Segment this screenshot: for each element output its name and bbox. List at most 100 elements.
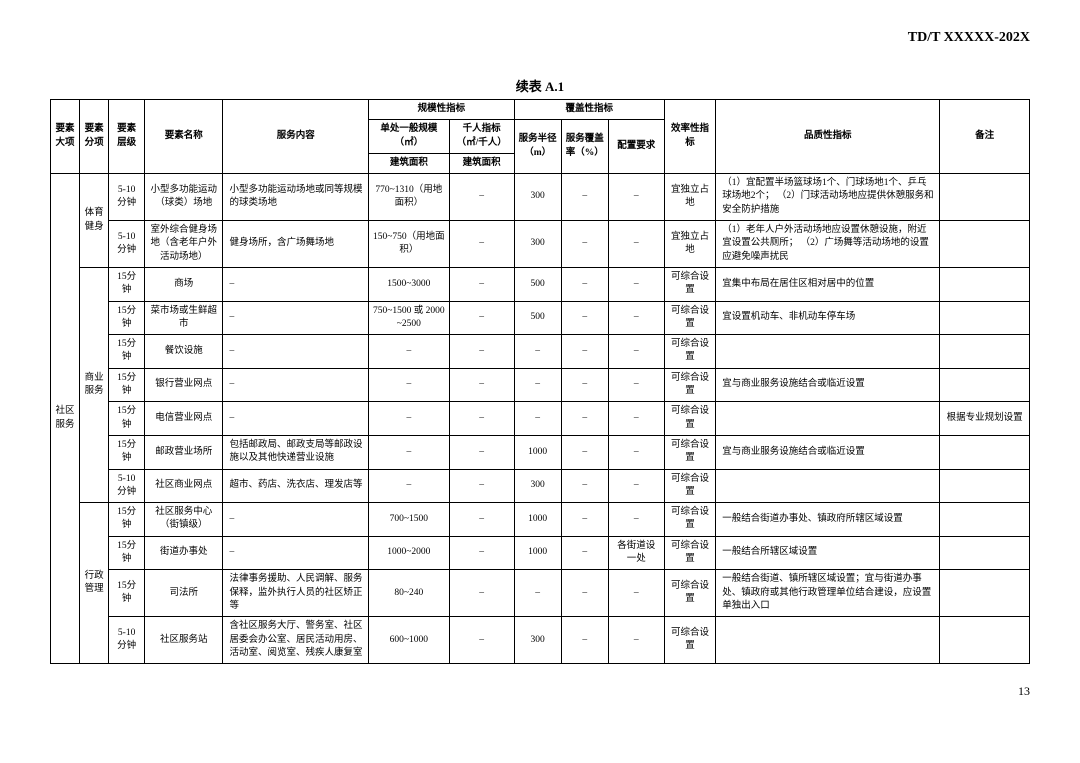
- cell-rate: –: [561, 617, 608, 664]
- cell-scale: –: [369, 469, 450, 503]
- cell-category: 行政管理: [80, 503, 109, 664]
- cell-thousand: –: [449, 570, 514, 617]
- table-row: 商业服务15分钟商场–1500~3000–500––可综合设置宜集中布局在居住区…: [51, 267, 1030, 301]
- cell-rate: –: [561, 267, 608, 301]
- cell-thousand: –: [449, 301, 514, 335]
- cell-service: –: [223, 267, 369, 301]
- cell-radius: –: [514, 402, 561, 436]
- cell-quality: 一般结合街道办事处、镇政府所辖区域设置: [716, 503, 940, 537]
- th-config: 配置要求: [608, 120, 664, 174]
- table-row: 5-10分钟室外综合健身场地（含老年户外活动场地）健身场所，含广场舞场地150~…: [51, 221, 1030, 268]
- cell-major: 社区服务: [51, 174, 80, 664]
- cell-radius: 1000: [514, 435, 561, 469]
- table-row: 15分钟街道办事处–1000~2000–1000–各街道设一处可综合设置一般结合…: [51, 536, 1030, 570]
- cell-rate: –: [561, 536, 608, 570]
- cell-service: –: [223, 503, 369, 537]
- cell-service: 小型多功能运动场地或同等规模的球类场地: [223, 174, 369, 221]
- cell-eff: 可综合设置: [664, 617, 716, 664]
- th-efficiency: 效率性指标: [664, 100, 716, 174]
- table-row: 15分钟司法所法律事务援助、人民调解、服务保释，监外执行人员的社区矫正等80~2…: [51, 570, 1030, 617]
- cell-note: [940, 301, 1030, 335]
- cell-thousand: –: [449, 402, 514, 436]
- cell-radius: –: [514, 368, 561, 402]
- cell-rate: –: [561, 335, 608, 369]
- cell-thousand: –: [449, 221, 514, 268]
- cell-note: [940, 503, 1030, 537]
- table-row: 15分钟银行营业网点––––––可综合设置宜与商业服务设施结合或临近设置: [51, 368, 1030, 402]
- cell-scale: 750~1500 或 2000~2500: [369, 301, 450, 335]
- th-cover-group: 覆盖性指标: [514, 100, 664, 120]
- cell-scale: –: [369, 335, 450, 369]
- table-row: 5-10分钟社区服务站含社区服务大厅、警务室、社区居委会办公室、居民活动用房、活…: [51, 617, 1030, 664]
- table-body: 社区服务体育健身5-10分钟小型多功能运动（球类）场地小型多功能运动场地或同等规…: [51, 174, 1030, 664]
- cell-note: [940, 368, 1030, 402]
- cell-config: –: [608, 503, 664, 537]
- th-scale-sub2: 建筑面积: [449, 153, 514, 173]
- cell-config: –: [608, 469, 664, 503]
- table-row: 15分钟电信营业网点––––––可综合设置根据专业规划设置: [51, 402, 1030, 436]
- cell-config: –: [608, 402, 664, 436]
- th-scale-single: 单处一般规模（㎡）: [369, 120, 450, 154]
- cell-eff: 可综合设置: [664, 368, 716, 402]
- cell-config: –: [608, 570, 664, 617]
- cell-eff: 可综合设置: [664, 335, 716, 369]
- cell-scale: 600~1000: [369, 617, 450, 664]
- cell-rate: –: [561, 503, 608, 537]
- cell-thousand: –: [449, 503, 514, 537]
- th-scale-group: 规模性指标: [369, 100, 515, 120]
- cell-config: –: [608, 617, 664, 664]
- document-id: TD/T XXXXX-202X: [50, 30, 1030, 46]
- cell-quality: 宜与商业服务设施结合或临近设置: [716, 435, 940, 469]
- cell-eff: 宜独立占地: [664, 221, 716, 268]
- cell-level: 15分钟: [109, 503, 145, 537]
- cell-level: 15分钟: [109, 435, 145, 469]
- cell-service: 法律事务援助、人民调解、服务保释，监外执行人员的社区矫正等: [223, 570, 369, 617]
- cell-level: 5-10分钟: [109, 469, 145, 503]
- cell-name: 餐饮设施: [145, 335, 223, 369]
- cell-quality: 宜集中布局在居住区相对居中的位置: [716, 267, 940, 301]
- cell-quality: （1）老年人户外活动场地应设置休憩设施，附近宜设置公共厕所； （2）广场舞等活动…: [716, 221, 940, 268]
- cell-radius: 300: [514, 221, 561, 268]
- cell-config: –: [608, 335, 664, 369]
- cell-name: 商场: [145, 267, 223, 301]
- th-quality: 品质性指标: [716, 100, 940, 174]
- cell-radius: –: [514, 570, 561, 617]
- cell-quality: 一般结合街道、镇所辖区域设置；宜与街道办事处、镇政府或其他行政管理单位结合建设，…: [716, 570, 940, 617]
- cell-level: 15分钟: [109, 536, 145, 570]
- table-row: 15分钟菜市场或生鲜超市–750~1500 或 2000~2500–500––可…: [51, 301, 1030, 335]
- cell-quality: [716, 335, 940, 369]
- table-row: 5-10分钟社区商业网点超市、药店、洗衣店、理发店等––300––可综合设置: [51, 469, 1030, 503]
- cell-service: 超市、药店、洗衣店、理发店等: [223, 469, 369, 503]
- table-row: 社区服务体育健身5-10分钟小型多功能运动（球类）场地小型多功能运动场地或同等规…: [51, 174, 1030, 221]
- page-number: 13: [50, 684, 1030, 699]
- cell-category: 商业服务: [80, 267, 109, 502]
- th-cover-rate: 服务覆盖率（%）: [561, 120, 608, 174]
- cell-note: [940, 435, 1030, 469]
- cell-service: –: [223, 402, 369, 436]
- cell-quality: 宜设置机动车、非机动车停车场: [716, 301, 940, 335]
- table-title: 续表 A.1: [50, 76, 1030, 95]
- cell-eff: 可综合设置: [664, 402, 716, 436]
- cell-eff: 可综合设置: [664, 267, 716, 301]
- cell-radius: 300: [514, 617, 561, 664]
- th-scale-sub1: 建筑面积: [369, 153, 450, 173]
- cell-eff: 可综合设置: [664, 536, 716, 570]
- cell-rate: –: [561, 570, 608, 617]
- th-level: 要素层级: [109, 100, 145, 174]
- table-header: 要素大项 要素分项 要素层级 要素名称 服务内容 规模性指标 覆盖性指标 效率性…: [51, 100, 1030, 174]
- cell-rate: –: [561, 368, 608, 402]
- cell-config: –: [608, 368, 664, 402]
- cell-thousand: –: [449, 536, 514, 570]
- cell-rate: –: [561, 435, 608, 469]
- cell-eff: 宜独立占地: [664, 174, 716, 221]
- cell-radius: 300: [514, 174, 561, 221]
- cell-quality: 宜与商业服务设施结合或临近设置: [716, 368, 940, 402]
- cell-eff: 可综合设置: [664, 301, 716, 335]
- cell-name: 小型多功能运动（球类）场地: [145, 174, 223, 221]
- cell-level: 5-10分钟: [109, 617, 145, 664]
- cell-note: [940, 570, 1030, 617]
- cell-level: 15分钟: [109, 570, 145, 617]
- cell-name: 室外综合健身场地（含老年户外活动场地）: [145, 221, 223, 268]
- cell-config: –: [608, 301, 664, 335]
- cell-quality: 一般结合所辖区域设置: [716, 536, 940, 570]
